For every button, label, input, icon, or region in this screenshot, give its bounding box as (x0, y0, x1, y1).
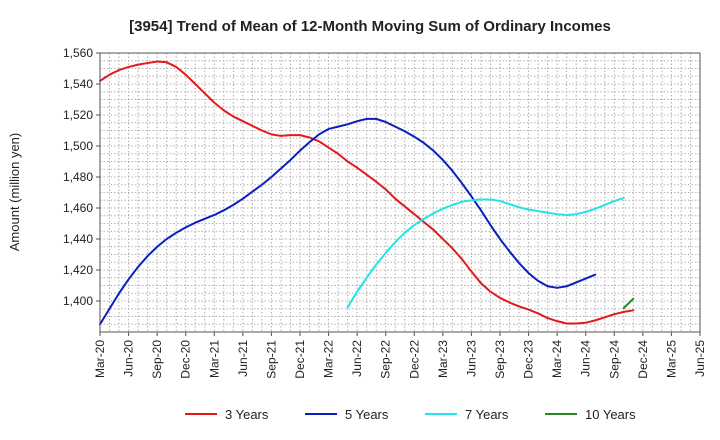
x-tick-label: Sep-23 (493, 340, 507, 379)
x-tick-label: Dec-21 (293, 340, 307, 379)
x-tick-label: Jun-21 (236, 340, 250, 377)
x-tick-label: Dec-22 (407, 340, 421, 379)
legend-item: 10 Years (545, 407, 636, 422)
series-line-7-years (346, 196, 625, 309)
x-tick-label: Sep-24 (607, 340, 621, 379)
x-tick-label: Mar-24 (550, 340, 564, 378)
x-tick-label: Jun-25 (693, 340, 707, 377)
y-tick-label: 1,440 (63, 232, 93, 246)
legend-item: 7 Years (425, 407, 509, 422)
series-line-3-years (99, 60, 635, 325)
x-tick-label: Jun-24 (579, 340, 593, 377)
x-tick-label: Mar-23 (436, 340, 450, 378)
x-tick-label: Dec-24 (636, 340, 650, 379)
series-line-5-years (99, 117, 597, 326)
x-tick-label: Mar-20 (93, 340, 107, 378)
y-axis-title: Amount (million yen) (7, 133, 22, 252)
legend: 3 Years 5 Years 7 Years 10 Years (185, 407, 636, 422)
x-axis-ticks: Mar-20 Jun-20 Sep-20 Dec-20 Mar-21 Jun-21 Sep-… (93, 332, 707, 379)
series-line-10-years (622, 297, 635, 309)
plot-border (99, 52, 701, 333)
y-axis-ticks: 1,400 1,420 1,440 1,460 1,480 1,500 1,520 1,540… (63, 46, 100, 308)
legend-label: 3 Years (225, 407, 269, 422)
x-tick-label: Mar-25 (664, 340, 678, 378)
legend-label: 7 Years (465, 407, 509, 422)
x-tick-label: Sep-21 (264, 340, 278, 379)
x-tick-label: Sep-20 (150, 340, 164, 379)
x-tick-label: Jun-22 (350, 340, 364, 377)
gridlines (100, 53, 700, 332)
plot-area (100, 53, 700, 332)
x-tick-label: Dec-20 (179, 340, 193, 379)
x-tick-label: Sep-22 (379, 340, 393, 379)
y-tick-label: 1,560 (63, 46, 93, 60)
x-tick-label: Jun-20 (122, 340, 136, 377)
series-lines (99, 60, 635, 326)
legend-item: 3 Years (185, 407, 269, 422)
x-tick-label: Mar-22 (322, 340, 336, 378)
x-tick-label: Dec-23 (522, 340, 536, 379)
y-tick-label: 1,540 (63, 77, 93, 91)
y-tick-label: 1,420 (63, 263, 93, 277)
y-tick-label: 1,400 (63, 294, 93, 308)
x-tick-label: Jun-23 (464, 340, 478, 377)
x-tick-label: Mar-21 (207, 340, 221, 378)
y-tick-label: 1,480 (63, 170, 93, 184)
y-tick-label: 1,500 (63, 139, 93, 153)
y-tick-label: 1,520 (63, 108, 93, 122)
legend-label: 10 Years (585, 407, 636, 422)
y-tick-label: 1,460 (63, 201, 93, 215)
chart-title: [3954] Trend of Mean of 12-Month Moving … (129, 18, 611, 35)
legend-label: 5 Years (345, 407, 389, 422)
legend-item: 5 Years (305, 407, 389, 422)
